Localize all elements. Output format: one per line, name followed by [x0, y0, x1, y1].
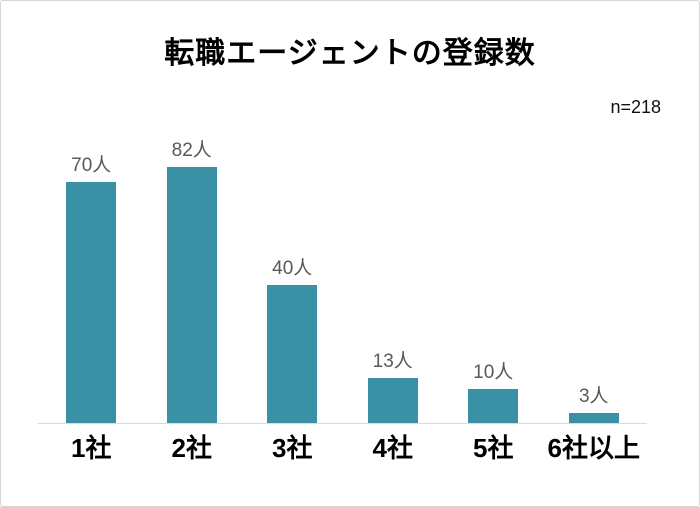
bar-value-label: 13人: [372, 351, 413, 372]
bar-column: 70人: [41, 141, 142, 423]
bar-value-label: 10人: [473, 362, 514, 383]
bar-value-label: 3人: [578, 386, 609, 407]
bar-column: 3人: [544, 141, 645, 423]
x-axis-label: 5社: [473, 433, 514, 463]
x-axis-label: 1社: [71, 433, 112, 463]
x-axis-label: 3社: [272, 433, 313, 463]
bar: [568, 413, 619, 423]
bar-value-label: 82人: [171, 140, 212, 161]
x-axis-label: 4社: [372, 433, 413, 463]
bar-value-label: 70人: [71, 155, 112, 176]
plot-area: 70人 82人 40人 13人 10人 3人: [41, 141, 644, 423]
bar-column: 82人: [142, 141, 243, 423]
bar: [66, 182, 117, 423]
bar-column: 13人: [343, 141, 444, 423]
sample-size-label: n=218: [610, 97, 661, 117]
bar: [367, 378, 418, 423]
bar-value-label: 40人: [272, 258, 313, 279]
x-axis-line: [38, 423, 647, 424]
x-axis-label: 6社以上: [547, 433, 640, 463]
bar-column: 40人: [242, 141, 343, 423]
x-axis-label: 2社: [171, 433, 212, 463]
bar: [267, 285, 318, 423]
bar-column: 10人: [443, 141, 544, 423]
chart-title: 転職エージェントの登録数: [164, 37, 536, 70]
bar: [166, 167, 217, 423]
bar: [468, 389, 519, 423]
x-axis-labels: 1社 2社 3社 4社 5社 6社以上: [41, 434, 644, 463]
